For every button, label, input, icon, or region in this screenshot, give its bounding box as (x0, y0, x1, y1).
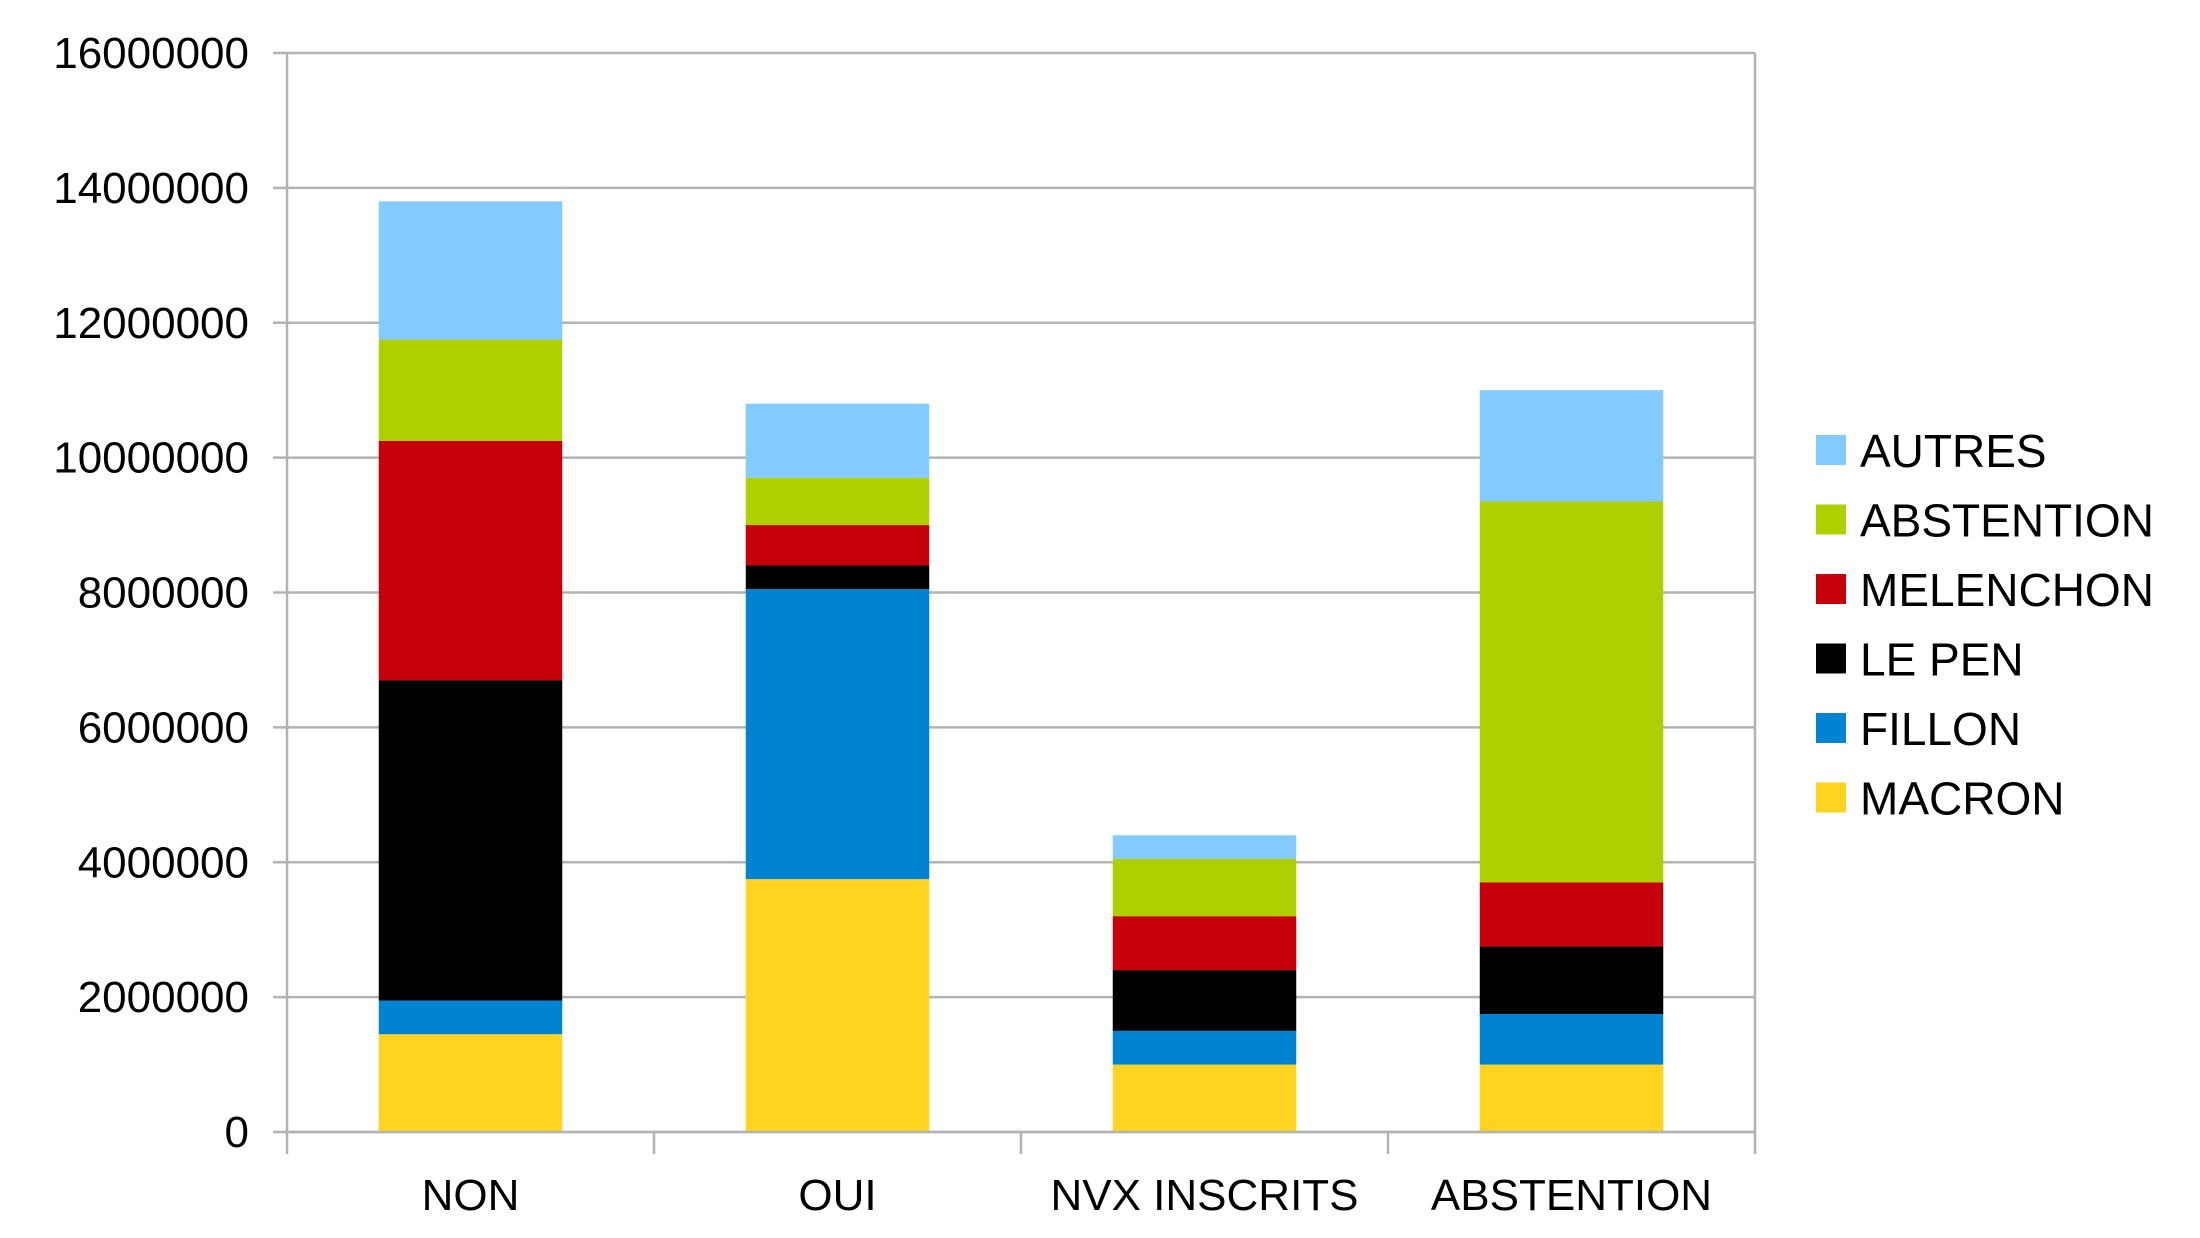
bar-segment-le-pen (378, 680, 563, 1001)
bar-segment-melenchon (745, 525, 930, 566)
y-tick-label: 10000000 (53, 434, 249, 483)
y-tick-label: 4000000 (78, 838, 249, 887)
legend-label: AUTRES (1860, 425, 2047, 477)
y-tick-label: 14000000 (53, 164, 249, 213)
legend-label: LE PEN (1860, 634, 2024, 686)
bar-segment-macron (1112, 1064, 1297, 1132)
bar-segment-fillon (745, 589, 930, 880)
y-tick-label: 2000000 (78, 973, 249, 1022)
bar-segment-autres (1112, 835, 1297, 859)
legend-swatch (1816, 713, 1846, 743)
x-tick-label: ABSTENTION (1431, 1171, 1712, 1220)
bar-segment-le-pen (1112, 970, 1297, 1031)
bar-segment-autres (378, 201, 563, 340)
legend-swatch (1816, 643, 1846, 674)
y-tick-label: 0 (225, 1108, 249, 1157)
bar-segment-melenchon (1112, 916, 1297, 971)
y-tick-label: 8000000 (78, 569, 249, 618)
bar-segment-le-pen (1479, 946, 1664, 1014)
bar-segment-melenchon (378, 440, 563, 681)
y-tick-label: 16000000 (53, 29, 249, 78)
legend-label: ABSTENTION (1860, 495, 2154, 547)
bar-segment-fillon (1112, 1030, 1297, 1065)
legend-label: MACRON (1860, 773, 2064, 825)
legend-swatch (1816, 574, 1846, 604)
bar-segment-abstention (1112, 858, 1297, 917)
bar-segment-macron (745, 879, 930, 1132)
bar-segment-abstention (1479, 501, 1664, 883)
legend-swatch (1816, 435, 1846, 465)
bars (378, 201, 1664, 1132)
bar-segment-macron (378, 1034, 563, 1132)
x-tick-label: OUI (798, 1171, 876, 1220)
bar-segment-melenchon (1479, 882, 1664, 947)
legend-label: FILLON (1860, 703, 2021, 755)
legend-swatch (1816, 504, 1846, 535)
legend: AUTRES ABSTENTION MELENCHON LE PEN FILLON MAC… (1816, 425, 2154, 825)
legend-label: MELENCHON (1860, 564, 2154, 616)
bar-segment-macron (1479, 1064, 1664, 1132)
x-tick-label: NON (422, 1171, 520, 1220)
bar-segment-fillon (1479, 1013, 1664, 1065)
legend-swatch (1816, 782, 1846, 813)
bar-segment-autres (745, 403, 930, 478)
x-tick-label: NVX INSCRITS (1050, 1171, 1358, 1220)
bar-segment-le-pen (745, 565, 930, 590)
bar-segment-abstention (745, 477, 930, 526)
y-tick-label: 12000000 (53, 299, 249, 348)
bar-segment-fillon (378, 1000, 563, 1035)
y-tick-label: 6000000 (78, 703, 249, 752)
bar-segment-autres (1479, 390, 1664, 502)
axes: 0 2000000 4000000 6000000 8000000 10000000 120… (53, 29, 1757, 1220)
bar-segment-abstention (378, 339, 563, 441)
